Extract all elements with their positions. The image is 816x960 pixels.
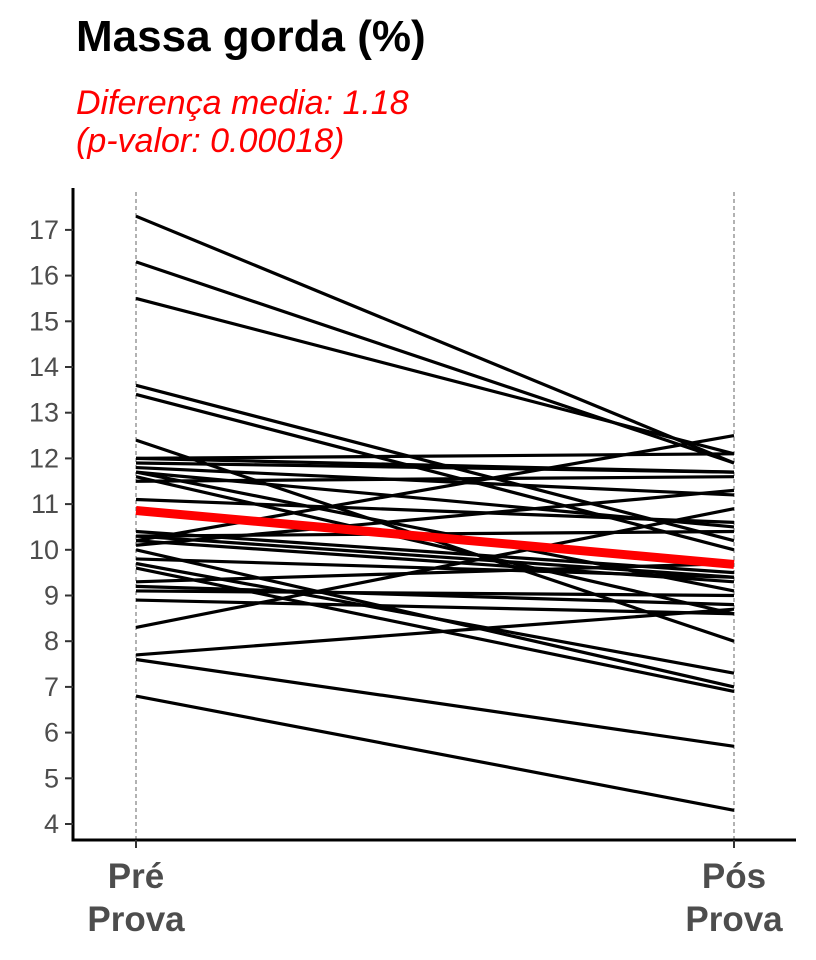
y-tick-label-8: 8: [44, 626, 59, 656]
y-tick-label-6: 6: [44, 718, 59, 748]
subject-line-24: [135, 561, 735, 675]
subject-line-4: [135, 383, 735, 543]
subject-line-27: [135, 584, 735, 607]
y-tick-label-5: 5: [44, 763, 59, 793]
y-tick-label-4: 4: [44, 809, 59, 839]
y-tick-label-11: 11: [31, 489, 59, 519]
subject-line-32: [135, 657, 735, 748]
subject-line-28: [135, 589, 735, 598]
chart-title: Massa gorda (%): [76, 12, 426, 61]
y-tick-label-14: 14: [29, 352, 59, 382]
subtitle-line-mean-difference: Diferença media: 1.18: [76, 84, 409, 122]
subject-line-33: [135, 694, 735, 812]
subject-line-26: [135, 561, 735, 584]
subject-line-21: [135, 488, 735, 547]
subject-line-18: [135, 534, 735, 579]
subject-line-2: [135, 260, 735, 465]
subject-line-15: [135, 497, 735, 524]
y-tick-label-17: 17: [29, 215, 59, 245]
x-category-label-pre-line-2: Prova: [87, 900, 185, 939]
subject-line-3: [135, 296, 735, 456]
y-tick-label-12: 12: [29, 443, 59, 473]
y-tick-label-7: 7: [44, 672, 59, 702]
y-tick-label-13: 13: [29, 398, 59, 428]
subject-line-29: [135, 598, 735, 616]
mean-line: [135, 506, 735, 569]
subject-line-5: [135, 392, 735, 552]
y-tick-label-16: 16: [29, 261, 59, 291]
subject-line-31: [135, 607, 735, 657]
subject-line-9: [135, 461, 735, 474]
subject-line-7: [135, 452, 735, 460]
x-category-label-pre-line-1: Pré: [108, 857, 164, 896]
x-category-label-pos-line-2: Prova: [685, 900, 783, 939]
subject-line-14: [135, 475, 735, 483]
y-tick-label-15: 15: [29, 306, 59, 336]
x-category-label-pos-line-1: Pós: [702, 857, 766, 896]
subject-line-1: [135, 214, 735, 465]
subject-line-10: [135, 465, 735, 497]
subject-line-13: [135, 475, 735, 616]
y-tick-label-9: 9: [44, 581, 59, 611]
y-tick-label-10: 10: [29, 535, 59, 565]
chart-subtitle: Diferença media: 1.18 (p-valor: 0.00018): [76, 84, 409, 160]
subject-line-30: [135, 507, 735, 630]
subtitle-line-p-value: (p-valor: 0.00018): [76, 122, 345, 160]
